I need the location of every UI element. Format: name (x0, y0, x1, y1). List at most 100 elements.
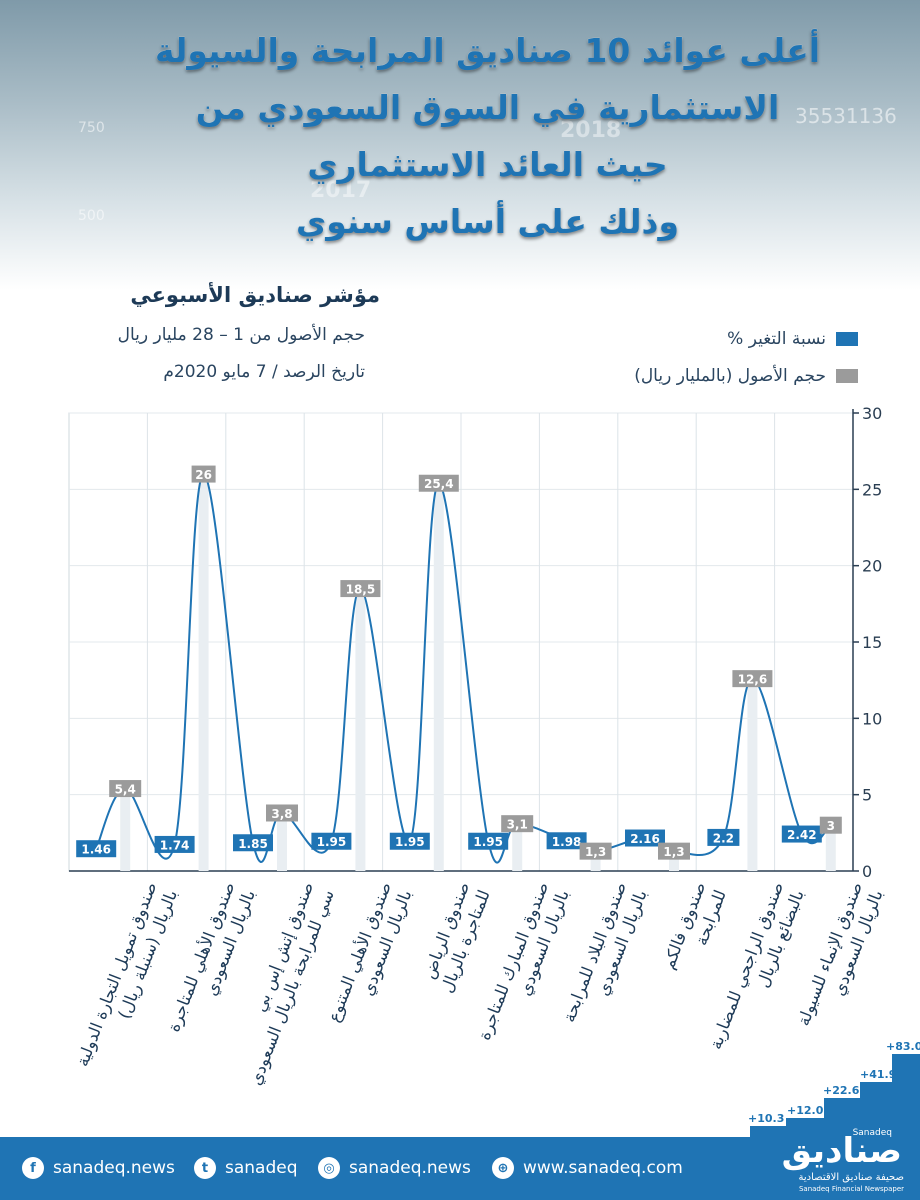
date-note: تاريخ الرصد / 7 مايو 2020م (163, 362, 365, 382)
change-data-label: 1.95 (311, 832, 352, 850)
chart-subtitle: مؤشر صناديق الأسبوعي (130, 283, 380, 307)
twitter-icon: t (194, 1157, 216, 1179)
change-data-label-box (781, 825, 822, 843)
asset-data-label: 18,5 (340, 580, 381, 598)
change-data-label-text: 2.2 (713, 831, 734, 845)
background-number: 500 (78, 208, 105, 224)
page-title: أعلى عوائد 10 صناديق المرابحة والسيولة ا… (120, 22, 855, 250)
background-number: 750 (78, 120, 105, 136)
asset-data-label: 3,8 (266, 804, 298, 822)
facebook-link[interactable]: f sanadeq.news (22, 1157, 175, 1179)
twitter-handle: sanadeq (225, 1158, 298, 1178)
y-tick-label: 5 (862, 786, 872, 805)
change-data-label: 1.95 (468, 832, 509, 850)
change-data-label-box (233, 834, 273, 852)
change-data-label: 2.16 (625, 829, 665, 847)
change-data-label-box (468, 832, 509, 850)
facebook-icon: f (22, 1157, 44, 1179)
growth-step (824, 1098, 860, 1140)
category-label: صندوق تمويل التجارة الدولية بالريال (سنب… (72, 879, 181, 1070)
category-label: صندوق الرياض للمتاجرة بالريال (419, 879, 495, 996)
title-line: وذلك على أساس سنوي (296, 202, 679, 241)
asset-bar (590, 851, 601, 871)
change-data-label: 1.85 (233, 834, 273, 852)
change-data-label: 1.46 (76, 840, 117, 858)
asset-data-label: 5,4 (109, 780, 142, 798)
legend-assets-label: حجم الأصول (بالمليار ريال) (634, 366, 826, 386)
asset-data-label-text: 3,8 (271, 807, 292, 821)
growth-label: +22.6 (823, 1084, 860, 1097)
change-data-label-text: 1.95 (317, 835, 347, 849)
growth-steps-graphic: +10.3 +12.0 +22.6 +41.9 +83.0 (620, 1040, 920, 1140)
asset-data-label: 25,4 (418, 474, 459, 492)
growth-label: +10.3 (748, 1112, 785, 1125)
asset-bar (198, 474, 209, 871)
y-tick-label: 30 (862, 404, 882, 423)
logo-english: Sanadeq (852, 1128, 892, 1138)
title-line: أعلى عوائد 10 صناديق المرابحة والسيولة (154, 31, 821, 70)
instagram-link[interactable]: ◎ sanadeq.news (318, 1157, 471, 1179)
growth-step (750, 1126, 786, 1140)
category-label: صندوق إتش إس بي سي للمرابحة بالريال السع… (245, 879, 338, 1088)
legend-gray-swatch (836, 369, 858, 383)
change-data-label-box (76, 840, 117, 858)
asset-data-label-text: 26 (195, 468, 212, 482)
asset-data-label: 3 (819, 816, 842, 834)
category-label: صندوق الأهلي المتنوع بالريال السعودي (324, 879, 416, 1025)
category-label: صندوق الراجحي للمضاربة بالبضائع بالريال (705, 879, 808, 1052)
change-data-label-text: 1.46 (81, 843, 111, 857)
background-year: 2018 (560, 118, 622, 143)
footer: f sanadeq.news t sanadeq ◎ sanadeq.news … (0, 1128, 920, 1200)
asset-bar (277, 812, 287, 871)
asset-data-label-text: 3,1 (507, 818, 528, 832)
change-data-label-text: 2.16 (630, 832, 660, 846)
asset-data-label-text: 18,5 (346, 583, 376, 597)
background-number: 35531136 (795, 104, 897, 128)
asset-data-label-box (266, 804, 298, 822)
globe-icon: ⊕ (492, 1157, 514, 1179)
legend-assets: حجم الأصول (بالمليار ريال) (634, 366, 858, 386)
instagram-handle: sanadeq.news (349, 1158, 471, 1178)
logo-subtitle-arabic: صحيفة صناديق الاقتصادية (798, 1172, 904, 1183)
growth-label: +41.9 (860, 1068, 897, 1081)
asset-bar (825, 825, 836, 871)
header-background: 750 500 35531136 2018 2017 (0, 0, 920, 290)
change-data-label-text: 2.42 (787, 828, 817, 842)
change-data-label-box (707, 828, 740, 846)
asset-data-label-text: 5,4 (115, 783, 136, 797)
change-data-label-box (154, 835, 195, 853)
twitter-link[interactable]: t sanadeq (194, 1157, 298, 1179)
facebook-handle: sanadeq.news (53, 1158, 175, 1178)
change-data-label-box (625, 829, 665, 847)
change-data-label-box (311, 832, 352, 850)
growth-step (786, 1118, 824, 1140)
growth-step (892, 1054, 920, 1140)
asset-bar (669, 851, 679, 871)
y-tick-label: 20 (862, 557, 882, 576)
category-label: صندوق الأهلي للمتاجرة بالريال السعودي (163, 879, 260, 1035)
change-data-label-text: 1.95 (395, 835, 425, 849)
asset-data-label-box (732, 670, 773, 688)
asset-data-label-text: 3 (827, 819, 835, 833)
asset-bar (433, 483, 444, 871)
growth-label: +12.0 (787, 1104, 824, 1117)
website-link[interactable]: ⊕ www.sanadeq.com (492, 1157, 683, 1179)
change-data-label-text: 1.85 (238, 837, 268, 851)
website-url: www.sanadeq.com (523, 1158, 683, 1178)
asset-data-label-text: 1,3 (663, 845, 684, 859)
logo-subtitle-english: Sanadeq Financial Newspaper (798, 1185, 904, 1193)
asset-data-label-text: 25,4 (424, 477, 454, 491)
asset-bar (355, 588, 366, 871)
asset-data-label-box (340, 580, 381, 598)
title-line: الاستثمارية في السوق السعودي من (195, 88, 780, 127)
category-label: صندوق البلاد للمرابحة بالريال السعودي (559, 879, 652, 1025)
logo-arabic: صناديق (781, 1131, 902, 1171)
change-data-label-text: 1.98 (552, 835, 582, 849)
asset-data-label-box (191, 465, 216, 483)
asset-data-label-box (109, 780, 142, 798)
asset-data-label: 26 (191, 465, 216, 483)
asset-bar (747, 678, 758, 871)
legend-blue-swatch (836, 332, 858, 346)
change-data-label-box (389, 832, 430, 850)
asset-data-label-text: 12,6 (738, 673, 768, 687)
